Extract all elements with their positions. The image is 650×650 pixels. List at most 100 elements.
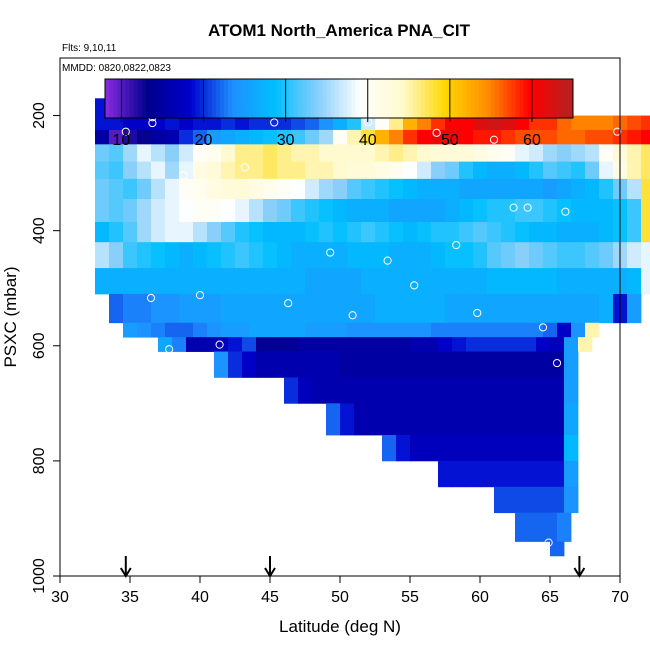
heatmap-cell: [179, 222, 194, 243]
heatmap-cell: [487, 199, 502, 223]
heatmap-cell: [298, 337, 313, 352]
heatmap-cell: [410, 377, 425, 404]
heatmap-cell: [431, 199, 446, 223]
heatmap-cell: [263, 268, 278, 295]
heatmap-cell: [277, 129, 292, 145]
data-point: [148, 118, 157, 128]
heatmap-cell: [473, 115, 488, 131]
heatmap-cell: [543, 242, 558, 269]
colorbar-segment: [256, 79, 262, 118]
heatmap-cell: [305, 115, 320, 131]
heatmap-cell: [291, 161, 306, 180]
heatmap-cell: [221, 242, 236, 269]
heatmap-cell: [382, 351, 397, 378]
heatmap-cell: [291, 199, 306, 223]
colorbar-segment: [396, 79, 401, 118]
heatmap-cell: [312, 351, 327, 378]
heatmap-cell: [473, 268, 488, 295]
heatmap-cell: [249, 144, 264, 162]
heatmap-cell: [564, 460, 579, 488]
colorbar-segment: [441, 79, 447, 118]
heatmap-cell: [277, 161, 292, 180]
heatmap-cell: [508, 351, 523, 378]
colorbar-segment: [297, 79, 303, 118]
heatmap-cell: [347, 178, 362, 200]
heatmap-cell: [487, 268, 502, 295]
heatmap-cell: [557, 242, 572, 269]
heatmap-cell: [417, 178, 432, 200]
heatmap-cell: [396, 403, 411, 436]
heatmap-cell: [480, 434, 495, 462]
heatmap-cell: [382, 377, 397, 404]
heatmap-cell: [340, 351, 355, 378]
heatmap-cell: [487, 322, 502, 338]
heatmap-cell: [529, 268, 544, 295]
colorbar-segment: [351, 79, 356, 118]
colorbar-segment: [211, 79, 217, 118]
heatmap-cell: [123, 242, 138, 269]
heatmap-cell: [389, 293, 404, 324]
colorbar-segment: [380, 79, 385, 118]
colorbar-segment: [449, 79, 455, 118]
heatmap-cell: [403, 268, 418, 295]
colorbar-segment: [261, 79, 266, 118]
heatmap-cell: [179, 268, 194, 295]
y-tick-label: 1000: [31, 558, 48, 594]
colorbar-segment: [503, 79, 508, 118]
heatmap-cell: [522, 337, 537, 352]
heatmap-cell: [627, 293, 642, 324]
heatmap-cell: [340, 337, 355, 352]
heatmap-cell: [95, 161, 110, 180]
heatmap-cell: [375, 322, 390, 338]
colorbar-segment: [523, 79, 529, 118]
heatmap-cell: [235, 115, 250, 131]
heatmap-cell: [319, 293, 334, 324]
colorbar-segment: [310, 79, 315, 118]
heatmap-cell: [109, 242, 124, 269]
heatmap-cell: [403, 144, 418, 162]
heatmap-cell: [557, 512, 572, 542]
heatmap-cell: [403, 115, 418, 131]
heatmap-cell: [375, 242, 390, 269]
heatmap-cell: [543, 161, 558, 180]
heatmap-cell: [389, 161, 404, 180]
colorbar-segment: [568, 79, 574, 118]
heatmap-cell: [557, 293, 572, 324]
heatmap-cell: [263, 222, 278, 243]
colorbar-segment: [384, 79, 389, 118]
heatmap-cell: [529, 199, 544, 223]
heatmap-cell: [319, 222, 334, 243]
heatmap-cell: [417, 322, 432, 338]
heatmap-cell: [193, 129, 208, 145]
heatmap-cell: [291, 222, 306, 243]
heatmap-cell: [585, 268, 600, 295]
heatmap-cell: [564, 486, 579, 514]
colorbar-segment: [445, 79, 451, 118]
heatmap-cell: [452, 337, 467, 352]
y-tick-label: 600: [31, 332, 48, 359]
heatmap-cell: [340, 377, 355, 404]
colorbar-segment: [219, 79, 225, 118]
heatmap-cell: [319, 322, 334, 338]
heatmap-cell: [445, 322, 460, 338]
heatmap-cell: [123, 222, 138, 243]
heatmap-cell: [522, 486, 537, 514]
heatmap-cell: [347, 268, 362, 295]
colorbar-segment: [228, 79, 233, 118]
colorbar-segment: [240, 79, 245, 118]
heatmap-cell: [417, 293, 432, 324]
heatmap-cell: [277, 115, 292, 131]
data-point: [538, 323, 548, 332]
colorbar-segment: [466, 79, 471, 118]
heatmap-cell: [445, 178, 460, 200]
heatmap-cell: [193, 161, 208, 180]
heatmap-cell: [641, 222, 650, 243]
colorbar-segment: [281, 79, 287, 118]
heatmap-cell: [179, 161, 194, 180]
heatmap-cell: [508, 337, 523, 352]
heatmap-cell: [123, 115, 138, 131]
heatmap-cell: [228, 337, 243, 352]
heatmap-cell: [361, 242, 376, 269]
heatmap-cell: [473, 178, 488, 200]
heatmap-cell: [424, 403, 439, 436]
